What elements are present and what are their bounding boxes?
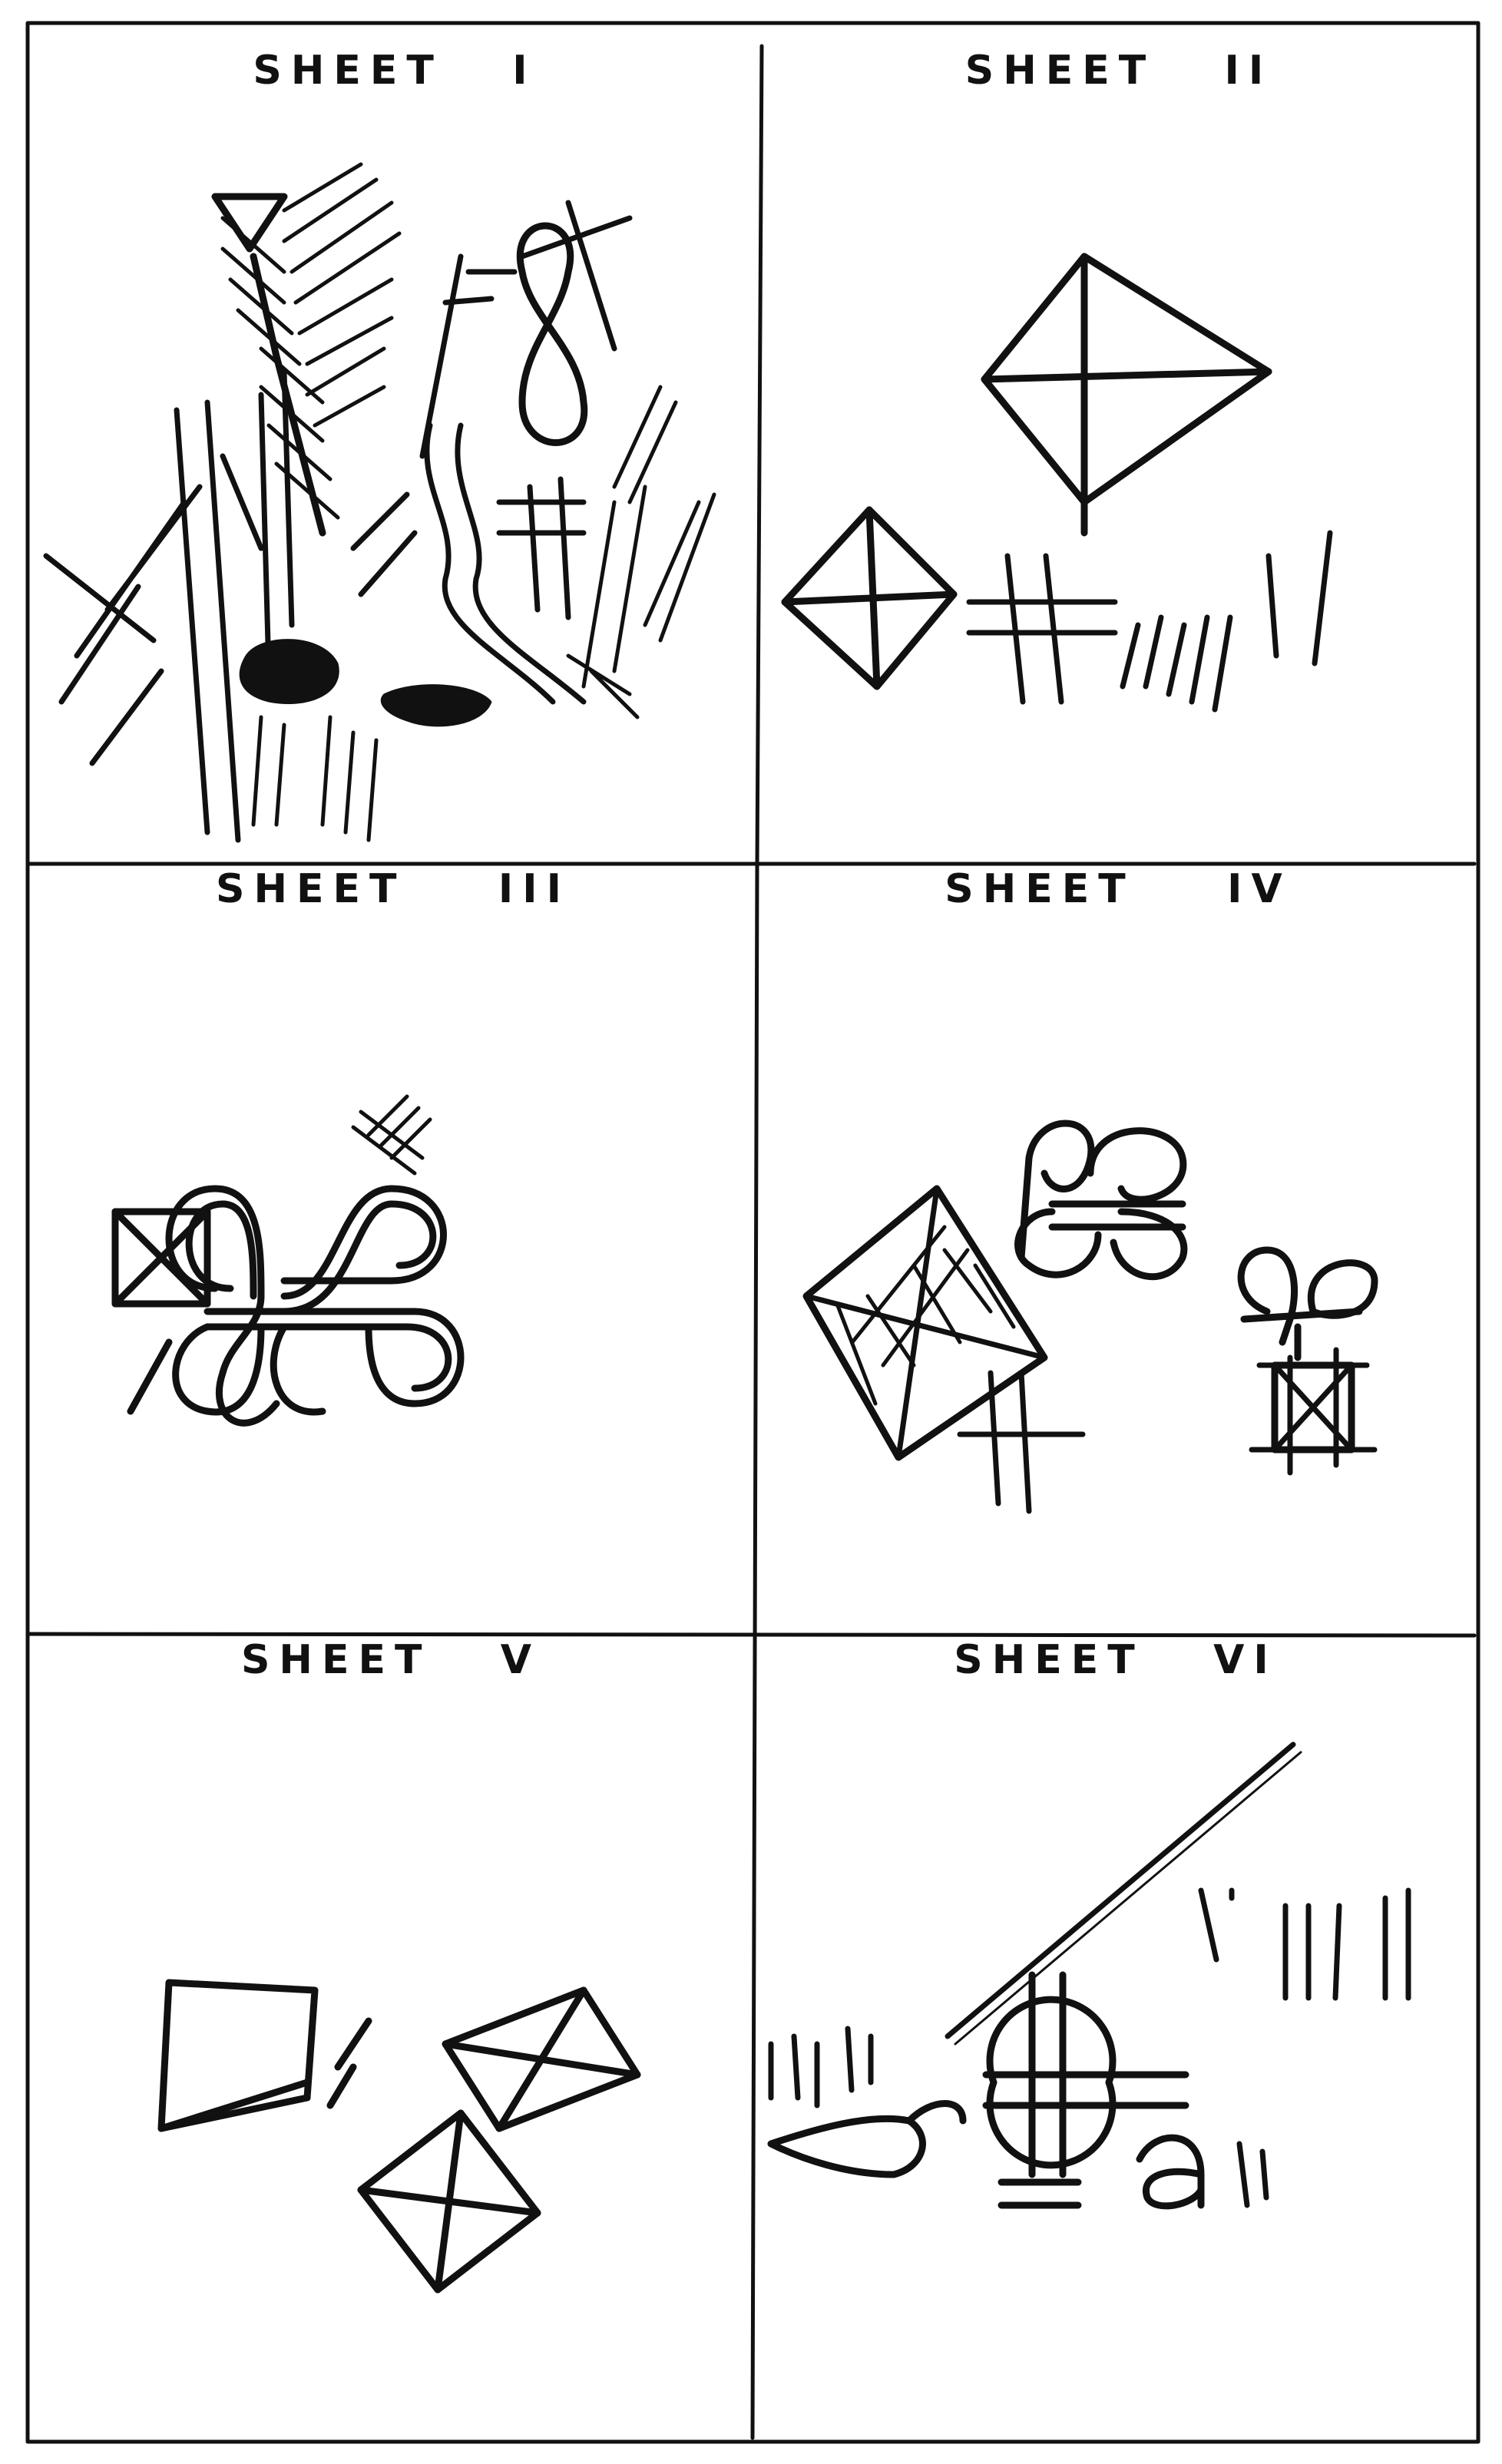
panel-title: SHEET II bbox=[964, 48, 1273, 94]
panel-sheet-5: SHEET V bbox=[31, 1637, 751, 2440]
horizontal-divider-bottom bbox=[25, 1632, 1477, 1638]
panel-title: SHEET VI bbox=[954, 1637, 1278, 1683]
panel-title: SHEET IV bbox=[945, 866, 1292, 912]
panel-sheet-1: SHEET I bbox=[31, 26, 759, 862]
petroglyph-sheet-6 bbox=[767, 1741, 1411, 2210]
panel-title: SHEET I bbox=[253, 48, 537, 94]
panel-sheet-2: SHEET II bbox=[762, 26, 1476, 862]
petroglyph-sheet-3 bbox=[111, 1094, 465, 1427]
petroglyph-sheet-5 bbox=[157, 1979, 641, 2294]
panel-sheet-4: SHEET IV bbox=[760, 866, 1476, 1632]
panel-sheet-3: SHEET III bbox=[31, 866, 756, 1632]
petroglyph-sheet-2 bbox=[781, 253, 1333, 713]
panel-title: SHEET III bbox=[216, 866, 571, 912]
panel-sheet-6: SHEET VI bbox=[756, 1637, 1476, 2440]
panel-title: SHEET V bbox=[240, 1637, 541, 1683]
petroglyph-sheet-4 bbox=[802, 1120, 1378, 1514]
petroglyph-sheet-1 bbox=[43, 162, 716, 843]
